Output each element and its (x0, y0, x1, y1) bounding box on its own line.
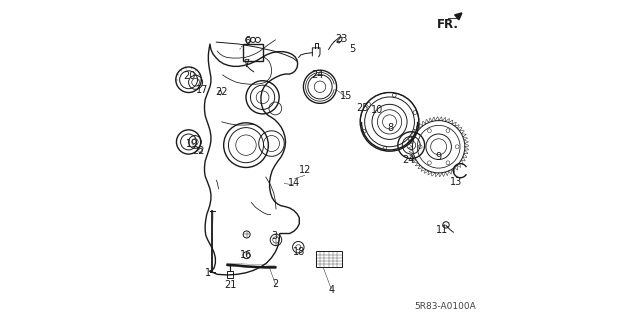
Text: 18: 18 (293, 247, 305, 257)
Text: 20: 20 (184, 71, 196, 81)
Text: 19: 19 (186, 139, 198, 149)
Text: 16: 16 (240, 250, 252, 260)
Text: FR.: FR. (437, 18, 460, 31)
Text: 21: 21 (224, 279, 236, 290)
Text: 6: 6 (244, 36, 250, 47)
Text: 15: 15 (340, 91, 353, 101)
Text: 24: 24 (403, 155, 415, 165)
Bar (243, 44, 262, 61)
Text: 14: 14 (288, 178, 300, 189)
Text: 25: 25 (356, 103, 369, 114)
Bar (316, 251, 342, 267)
Text: 22: 22 (216, 87, 228, 97)
Text: 2: 2 (272, 279, 278, 289)
Text: 5R83-A0100A: 5R83-A0100A (414, 302, 476, 311)
Text: 3: 3 (271, 231, 278, 241)
Text: 11: 11 (436, 225, 448, 235)
Text: 17: 17 (196, 85, 209, 95)
Text: 9: 9 (436, 152, 442, 162)
Text: 5: 5 (349, 44, 355, 55)
Text: 12: 12 (298, 165, 311, 175)
Text: 8: 8 (387, 123, 393, 133)
Text: 23: 23 (335, 34, 348, 44)
Text: 10: 10 (371, 105, 383, 115)
Text: 7: 7 (243, 59, 249, 69)
Text: 13: 13 (450, 177, 462, 187)
Text: 22: 22 (192, 145, 204, 156)
Bar (227, 271, 233, 278)
Text: 1: 1 (205, 268, 211, 278)
Text: 24: 24 (311, 70, 324, 80)
Text: 4: 4 (328, 285, 334, 295)
